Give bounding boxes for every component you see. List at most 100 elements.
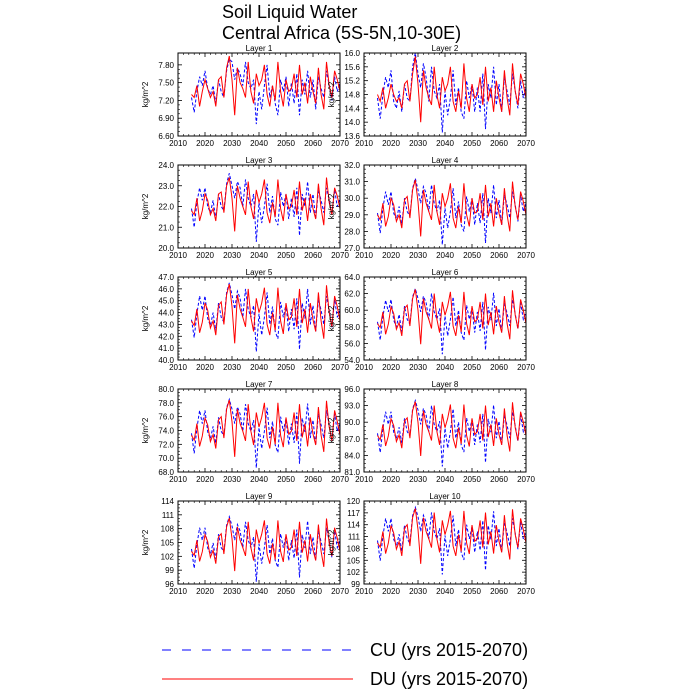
panel-frame: [177, 500, 341, 585]
x-tick-label: 2050: [463, 251, 481, 260]
x-tick-label: 2030: [223, 475, 241, 484]
x-tick-label: 2030: [223, 587, 241, 596]
x-tick-label: 2060: [490, 139, 508, 148]
y-tick-label: 102: [347, 568, 361, 577]
x-tick-label: 2020: [382, 363, 400, 372]
series-line-cu: [377, 52, 527, 133]
y-tick-label: 64.0: [344, 273, 360, 282]
x-tick-label: 2060: [490, 587, 508, 596]
title-line-1: Soil Liquid Water: [222, 2, 357, 22]
x-tick-label: 2050: [277, 475, 295, 484]
y-tick-label: 108: [347, 544, 361, 553]
series-line-du: [377, 289, 527, 345]
y-axis-label: kg/m^2: [141, 193, 150, 219]
x-tick-label: 2010: [169, 587, 187, 596]
y-axis-label: kg/m^2: [141, 417, 150, 443]
y-tick-label: 87.0: [344, 435, 360, 444]
y-tick-label: 43.0: [158, 320, 174, 329]
y-tick-label: 28.0: [344, 227, 360, 236]
y-tick-label: 108: [161, 525, 175, 534]
x-tick-label: 2030: [223, 139, 241, 148]
x-tick-label: 2010: [355, 251, 373, 260]
y-tick-label: 78.0: [158, 399, 174, 408]
x-tick-label: 2030: [409, 139, 427, 148]
y-tick-label: 7.80: [158, 61, 174, 70]
panel-frame: [177, 276, 341, 361]
x-tick-label: 2040: [250, 363, 268, 372]
y-tick-label: 41.0: [158, 344, 174, 353]
y-tick-label: 120: [347, 497, 361, 506]
y-tick-label: 14.8: [344, 91, 360, 100]
x-tick-label: 2070: [331, 475, 349, 484]
x-tick-label: 2040: [250, 475, 268, 484]
x-tick-label: 2020: [196, 475, 214, 484]
x-tick-label: 2020: [196, 587, 214, 596]
x-tick-label: 2050: [463, 587, 481, 596]
legend: CU (yrs 2015-2070) DU (yrs 2015-2070): [162, 640, 528, 689]
x-tick-label: 2020: [382, 139, 400, 148]
y-tick-label: 40.0: [158, 356, 174, 365]
y-tick-label: 84.0: [344, 451, 360, 460]
y-tick-label: 23.0: [158, 182, 174, 191]
y-tick-label: 96.0: [344, 385, 360, 394]
x-tick-label: 2040: [436, 363, 454, 372]
x-tick-label: 2030: [409, 363, 427, 372]
panel-frame: [363, 276, 527, 361]
x-tick-label: 2060: [490, 363, 508, 372]
x-tick-label: 2070: [517, 587, 535, 596]
x-tick-label: 2040: [436, 251, 454, 260]
y-tick-label: 31.0: [344, 178, 360, 187]
x-tick-label: 2010: [169, 475, 187, 484]
x-tick-label: 2060: [304, 475, 322, 484]
panel-frame: [177, 388, 341, 473]
y-tick-label: 58.0: [344, 323, 360, 332]
series-line-cu: [377, 178, 527, 245]
x-tick-label: 2010: [355, 587, 373, 596]
x-tick-label: 2010: [355, 139, 373, 148]
chart-panel-5: Layer 5 2010 2020 2030 2040 2050 2060 2070 40.0 4…: [141, 268, 349, 372]
y-tick-label: 111: [162, 511, 175, 520]
x-tick-label: 2040: [436, 587, 454, 596]
y-tick-label: 60.0: [344, 306, 360, 315]
panel-title: Layer 6: [432, 268, 459, 277]
y-tick-label: 24.0: [158, 161, 174, 170]
y-tick-label: 114: [347, 521, 360, 530]
series-line-cu: [191, 57, 341, 125]
x-tick-label: 2030: [409, 475, 427, 484]
panel-title: Layer 4: [432, 156, 459, 165]
panel-title: Layer 10: [429, 492, 461, 501]
x-tick-label: 2060: [490, 251, 508, 260]
y-tick-label: 14.4: [344, 104, 360, 113]
series-line-du: [377, 401, 527, 457]
panel-frame: [363, 52, 527, 137]
y-tick-label: 45.0: [158, 297, 174, 306]
chart-panel-1: Layer 1 2010 2020 2030 2040 2050 2060 2070 6.60 6…: [141, 44, 349, 148]
x-tick-label: 2010: [355, 363, 373, 372]
panel-title: Layer 5: [246, 268, 273, 277]
y-tick-label: 56.0: [344, 339, 360, 348]
x-tick-label: 2070: [517, 251, 535, 260]
y-tick-label: 29.0: [344, 211, 360, 220]
x-tick-label: 2020: [196, 139, 214, 148]
x-tick-label: 2040: [250, 251, 268, 260]
y-tick-label: 30.0: [344, 194, 360, 203]
y-tick-label: 27.0: [344, 244, 360, 253]
x-tick-label: 2070: [331, 587, 349, 596]
series-line-du: [377, 179, 527, 237]
series-line-du: [191, 517, 341, 572]
x-tick-label: 2020: [382, 587, 400, 596]
x-tick-label: 2070: [517, 363, 535, 372]
y-tick-label: 42.0: [158, 332, 174, 341]
series-line-cu: [377, 286, 527, 355]
x-tick-label: 2010: [169, 251, 187, 260]
y-tick-label: 46.0: [158, 285, 174, 294]
y-tick-label: 74.0: [158, 427, 174, 436]
panel-frame: [363, 164, 527, 249]
series-line-cu: [377, 398, 527, 467]
series-line-du: [377, 508, 527, 564]
